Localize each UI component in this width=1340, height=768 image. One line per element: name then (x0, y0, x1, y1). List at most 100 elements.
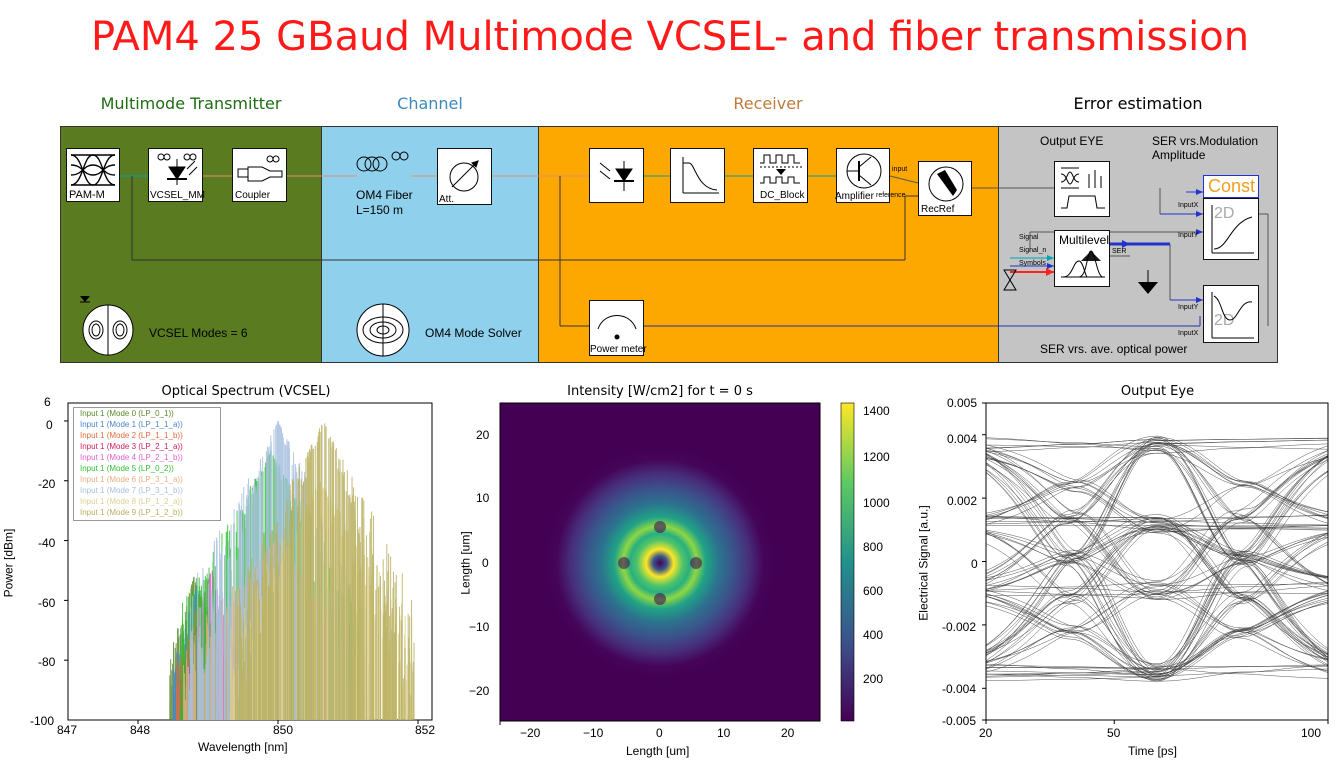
eye-trace (986, 439, 1328, 661)
eye-trace (986, 517, 1328, 663)
recref-block[interactable]: RecRef (918, 161, 972, 216)
eye-ytick: -0.002 (942, 620, 977, 634)
colorbar-tick: 1200 (863, 450, 890, 464)
eye-trace (986, 524, 1328, 654)
eye-trace (986, 439, 1328, 584)
spectrum-ytick: 0 (46, 418, 53, 432)
vcsel-mode-icon[interactable] (80, 296, 136, 356)
eye-trace (986, 537, 1328, 596)
pam-m-label: PAM-M (69, 189, 105, 201)
filter-block[interactable] (670, 148, 725, 203)
colorbar-tick: 200 (863, 672, 884, 686)
eye-ylabel: Electrical Signal [a.u.] (916, 505, 931, 621)
eye-ytick: 0.002 (947, 494, 978, 508)
dc-block-label: DC_Block (760, 190, 805, 201)
signal-n-label: Signal_n (1019, 247, 1047, 254)
mode-solver-icon[interactable] (355, 302, 411, 358)
power-meter-label: Power meter (590, 344, 647, 355)
const-block[interactable]: Const (1203, 175, 1259, 198)
photodiode-icon (599, 161, 634, 191)
eye-trace (986, 444, 1328, 658)
spectrum-ytick: -20 (38, 477, 56, 491)
intensity-ytick: 20 (476, 428, 490, 442)
ser-label: SER (1112, 248, 1127, 255)
legend-entry: Input 1 (Mode 8 (LP_1_2_a)) (80, 497, 183, 506)
multilevel-block[interactable]: Multilevel (1054, 230, 1110, 287)
eye-trace (986, 456, 1328, 655)
colorbar-tick: 1000 (863, 496, 890, 510)
eye-trace (986, 543, 1328, 677)
lowpass-filter-icon (682, 157, 719, 194)
eye-trace (986, 532, 1328, 676)
eye-trace (986, 445, 1328, 532)
intensity-ytick: −20 (469, 684, 490, 698)
amplifier-block[interactable]: Amplifier (835, 148, 890, 203)
laser-diode-icon (157, 153, 198, 185)
attenuator-icon (449, 160, 479, 192)
eye-ytick: -0.004 (942, 682, 977, 696)
spectrum-ytick: -100 (30, 714, 55, 728)
decay-plot-icon (1211, 292, 1254, 339)
const-label: Const (1208, 176, 1256, 196)
vcsel-modes-label: VCSEL Modes = 6 (149, 326, 248, 340)
eye-trace (986, 458, 1328, 661)
legend-entry: Input 1 (Mode 1 (LP_1_1_a)) (80, 420, 183, 429)
eye-trace (986, 582, 1328, 673)
eye-trace (986, 435, 1328, 580)
coupler-icon (237, 155, 283, 182)
dc-block[interactable]: DC_Block (753, 148, 808, 203)
eye-trace (986, 521, 1328, 661)
inputx-label-1: InputX (1178, 202, 1199, 209)
eye-trace (986, 449, 1328, 520)
vcsel-block[interactable]: VCSEL_MM (148, 148, 205, 202)
eye-trace (986, 444, 1328, 656)
section-transmitter-header: Multimode Transmitter (100, 94, 282, 113)
output-eye-block[interactable] (1054, 161, 1110, 217)
intensity-xlabel: Length [um] (626, 744, 690, 758)
eye-trace (986, 590, 1328, 670)
intensity-xtick: −10 (583, 726, 604, 740)
spectrum-ytick: 6 (44, 395, 51, 409)
spectrum-xtick: 852 (415, 723, 436, 737)
section-channel-header: Channel (397, 94, 463, 113)
fiber-label: OM4 Fiber (356, 188, 413, 202)
eye-xtick: 50 (1107, 726, 1121, 740)
page-title: PAM4 25 GBaud Multimode VCSEL- and fiber… (90, 14, 1250, 60)
spectrum-series-9 (234, 423, 415, 720)
eye-trace (986, 455, 1328, 669)
eye-trace (986, 457, 1328, 594)
intensity-xtick: −20 (520, 726, 541, 740)
eye-trace (986, 472, 1328, 677)
spectrum-xtick: 847 (57, 723, 78, 737)
spectrum-title: Optical Spectrum (VCSEL) (161, 384, 331, 399)
legend-entry: Input 1 (Mode 2 (LP_1_1_b)) (80, 431, 183, 440)
eye-trace (986, 458, 1328, 655)
attenuator-block[interactable]: Att. (437, 148, 492, 205)
intensity-xtick: 10 (717, 726, 731, 740)
spectrum-xlabel: Wavelength [nm] (198, 740, 288, 754)
power-meter-block[interactable]: Power meter (589, 300, 647, 356)
legend-entry: Input 1 (Mode 0 (LP_0_1)) (80, 409, 174, 418)
recref-label: RecRef (921, 204, 955, 215)
fiber-length-label: L=150 m (356, 203, 404, 217)
distribution-icon (1061, 250, 1105, 278)
photodiode-block[interactable] (589, 148, 644, 203)
legend-entry: Input 1 (Mode 6 (LP_3_1_a)) (80, 475, 183, 484)
eye-trace (986, 455, 1328, 668)
intensity-ytick: 0 (482, 556, 489, 570)
fiber-coil-icon[interactable] (356, 148, 412, 178)
spectrum-legend: Input 1 (Mode 0 (LP_0_1)) Input 1 (Mode 1… (73, 407, 221, 521)
ser-modulation-plot-block[interactable]: 2D (1203, 198, 1259, 260)
eye-ytick: -0.005 (942, 714, 977, 728)
eye-trace (986, 456, 1328, 665)
coupler-block[interactable]: Coupler (232, 148, 287, 202)
ser-power-plot-block[interactable]: 2D (1203, 285, 1259, 343)
eye-trace (986, 527, 1328, 592)
eye-xtick: 100 (1301, 726, 1322, 740)
eye-trace (986, 532, 1328, 673)
pam-m-block[interactable]: PAM-M (66, 148, 120, 202)
mode-solver-label: OM4 Mode Solver (425, 326, 522, 340)
twod-label-2: 2D (1214, 312, 1235, 329)
eye-trace (986, 528, 1328, 653)
intensity-xtick: 0 (656, 726, 663, 740)
